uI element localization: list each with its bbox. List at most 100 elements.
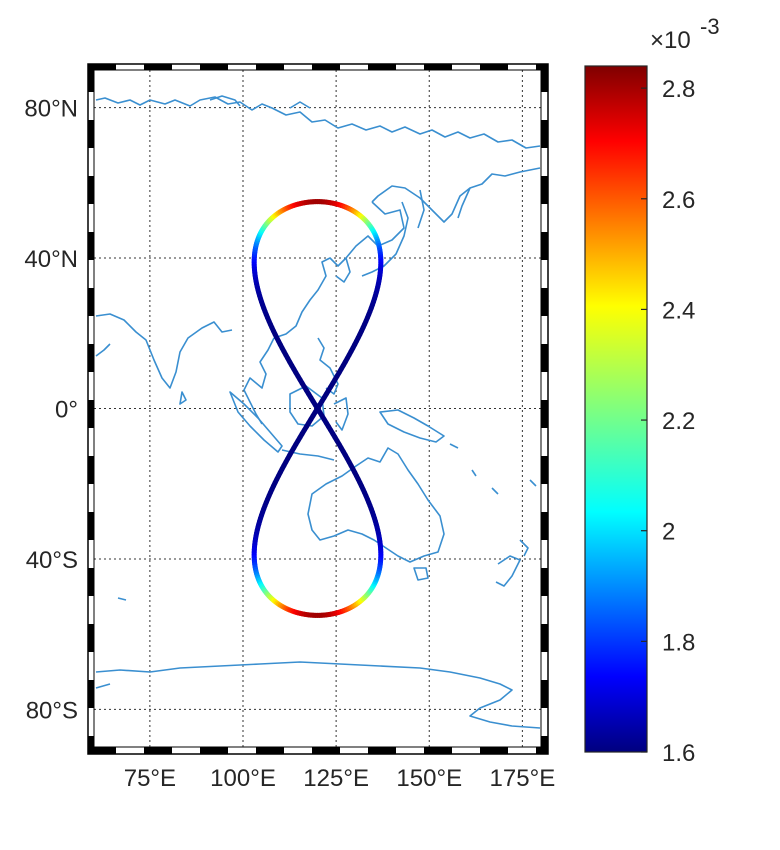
- frame-stripe: [424, 747, 452, 754]
- frame-stripe: [312, 747, 340, 754]
- coast-arabia: [95, 343, 111, 357]
- frame-stripe: [541, 288, 548, 316]
- frame-stripe: [541, 680, 548, 708]
- frame-stripe: [88, 624, 94, 652]
- frame-stripe: [368, 64, 396, 70]
- colorbar-multiplier: ×10 -3: [650, 14, 720, 54]
- frame-stripe: [88, 680, 94, 708]
- frame-stripe: [144, 747, 172, 754]
- frame-stripe: [88, 747, 116, 754]
- colorbar-multiplier-exponent: -3: [700, 14, 720, 39]
- colorbar-multiplier-base: ×10: [650, 27, 691, 54]
- frame-stripe: [200, 64, 228, 70]
- frame-stripe: [541, 400, 548, 428]
- coast-sumatra: [229, 391, 283, 453]
- frame-stripe: [541, 232, 548, 260]
- frame-stripe: [88, 64, 116, 70]
- coast-japan: [361, 201, 409, 277]
- coast-india: [95, 313, 233, 389]
- frame-stripe: [88, 344, 94, 372]
- frame-stripe: [88, 512, 94, 540]
- colorbar-tick-label: 1.8: [662, 629, 695, 656]
- frame-stripe: [541, 736, 548, 754]
- coast-taymyr: [289, 101, 311, 109]
- lon-tick-label: 125°E: [303, 765, 369, 792]
- lat-tick-label: 80°N: [24, 96, 78, 123]
- colorbar-tick-label: 2: [662, 519, 675, 546]
- lon-tick-label: 150°E: [396, 765, 462, 792]
- lat-tick-label: 40°N: [24, 246, 78, 273]
- frame-stripe: [144, 64, 172, 70]
- coast-newguinea: [379, 409, 445, 443]
- frame-stripe: [88, 400, 94, 428]
- colorbar-tick-label: 1.6: [662, 740, 695, 767]
- frame-stripe: [256, 64, 284, 70]
- coast-borneo: [289, 385, 325, 427]
- frame-stripe: [88, 736, 94, 754]
- coast-sakhalin: [417, 189, 425, 229]
- colorbar-ticks: 1.6 1.8 2 2.2 2.4 2.6 2.8: [641, 76, 695, 767]
- frame-stripe: [541, 624, 548, 652]
- coast-islands-2: [471, 469, 477, 477]
- coast-tasmania: [413, 567, 429, 581]
- lon-tick-label: 75°E: [124, 765, 176, 792]
- coast-antarctica-3: [117, 597, 127, 601]
- coastlines: [95, 95, 541, 729]
- lon-tick-label: 100°E: [210, 765, 276, 792]
- frame-stripe: [88, 64, 94, 92]
- frame-stripe: [541, 568, 548, 596]
- ground-track: [251, 199, 384, 618]
- frame-stripe: [88, 232, 94, 260]
- coast-arctic: [95, 96, 541, 149]
- frame-stripe: [88, 176, 94, 204]
- colorbar-tick-label: 2.8: [662, 76, 695, 103]
- frame-stripe: [368, 747, 396, 754]
- coast-srilanka: [179, 391, 187, 405]
- frame-stripe: [256, 747, 284, 754]
- lat-tick-label: 0°: [55, 397, 78, 424]
- frame-stripe: [541, 64, 548, 92]
- frame-stripe: [88, 120, 94, 148]
- lat-tick-label: 80°S: [26, 697, 78, 724]
- frame-stripe: [88, 288, 94, 316]
- frame-stripe: [424, 64, 452, 70]
- colorbar-tick-label: 2.4: [662, 297, 695, 324]
- latitude-labels: 80°N 40°N 0° 40°S 80°S: [24, 96, 78, 725]
- lat-tick-label: 40°S: [26, 547, 78, 574]
- frame-stripe: [541, 456, 548, 484]
- coast-korea: [335, 257, 351, 283]
- frame-stripe: [541, 344, 548, 372]
- frame-stripe: [200, 747, 228, 754]
- frame-stripe: [541, 176, 548, 204]
- frame-stripe: [88, 456, 94, 484]
- colorbar: [584, 65, 648, 753]
- frame-stripe: [312, 64, 340, 70]
- lon-tick-label: 175°E: [490, 765, 556, 792]
- frame-stripe: [480, 747, 508, 754]
- coast-australia: [307, 447, 445, 563]
- coast-islands-1: [449, 443, 459, 449]
- coast-sulawesi: [333, 397, 349, 431]
- coast-newzealand: [495, 555, 521, 587]
- coast-indochina: [243, 337, 275, 425]
- map-frame: [87, 63, 549, 755]
- coast-islands-4: [529, 479, 537, 487]
- frame-stripe: [480, 64, 508, 70]
- coast-okhotsk: [457, 187, 471, 219]
- frame-stripe: [88, 568, 94, 596]
- coast-islands-3: [491, 487, 499, 495]
- coast-antarctica: [95, 661, 541, 729]
- coast-east-asia: [273, 201, 405, 339]
- longitude-labels: 75°E 100°E 125°E 150°E 175°E: [124, 765, 555, 792]
- coast-nz-north: [519, 539, 529, 557]
- coast-kamchatka: [371, 167, 541, 223]
- coast-antarctica-2: [95, 683, 111, 689]
- coast-philippines: [317, 337, 339, 395]
- coast-novaya: [209, 95, 241, 107]
- colorbar-tick-label: 2.6: [662, 187, 695, 214]
- frame-stripe: [541, 120, 548, 148]
- frame-stripe: [541, 512, 548, 540]
- track-segment: [315, 406, 323, 415]
- colorbar-tick-label: 2.2: [662, 408, 695, 435]
